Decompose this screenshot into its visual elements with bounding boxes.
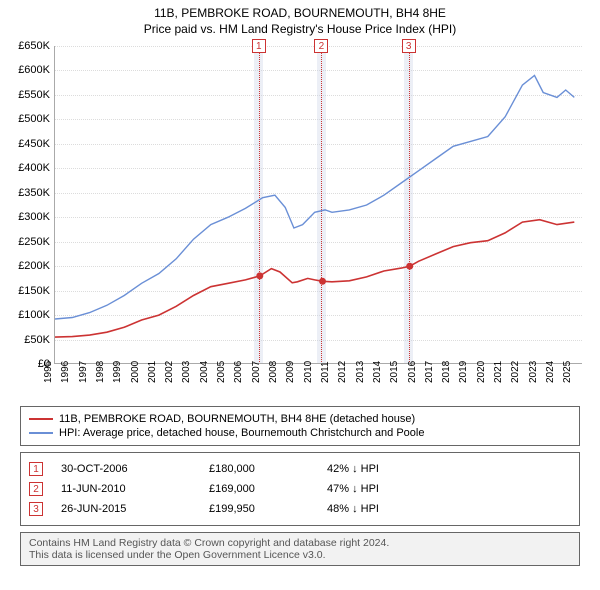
sale-delta: 48% ↓ HPI (327, 503, 571, 515)
sale-row-badge: 3 (29, 502, 43, 516)
y-tick-label: £650K (18, 40, 50, 52)
x-tick-label: 2001 (147, 361, 158, 383)
sale-delta: 42% ↓ HPI (327, 463, 571, 475)
legend: 11B, PEMBROKE ROAD, BOURNEMOUTH, BH4 8HE… (20, 406, 580, 446)
plot-area (54, 46, 582, 364)
x-tick-label: 2017 (424, 361, 435, 383)
sale-row: 1 30-OCT-2006 £180,000 42% ↓ HPI (29, 459, 571, 479)
chart-area: £0£50K£100K£150K£200K£250K£300K£350K£400… (10, 40, 590, 400)
y-tick-label: £150K (18, 285, 50, 297)
chart-container: 11B, PEMBROKE ROAD, BOURNEMOUTH, BH4 8HE… (0, 0, 600, 590)
x-tick-label: 2005 (216, 361, 227, 383)
sale-price: £199,950 (209, 503, 309, 515)
sale-delta: 47% ↓ HPI (327, 483, 571, 495)
x-tick-label: 2015 (389, 361, 400, 383)
x-tick-label: 2016 (406, 361, 417, 383)
sale-price: £180,000 (209, 463, 309, 475)
x-tick-label: 1996 (60, 361, 71, 383)
sale-marker-badge: 2 (314, 39, 328, 53)
y-tick-label: £100K (18, 309, 50, 321)
y-tick-label: £500K (18, 113, 50, 125)
x-tick-label: 2012 (337, 361, 348, 383)
sale-date: 26-JUN-2015 (61, 503, 191, 515)
sale-price: £169,000 (209, 483, 309, 495)
y-tick-label: £350K (18, 187, 50, 199)
x-tick-label: 2007 (251, 361, 262, 383)
x-tick-label: 2020 (476, 361, 487, 383)
title-block: 11B, PEMBROKE ROAD, BOURNEMOUTH, BH4 8HE… (0, 0, 600, 40)
legend-row: 11B, PEMBROKE ROAD, BOURNEMOUTH, BH4 8HE… (29, 412, 571, 426)
y-tick-label: £200K (18, 260, 50, 272)
x-tick-label: 2009 (285, 361, 296, 383)
y-tick-label: £600K (18, 64, 50, 76)
legend-swatch (29, 432, 53, 434)
footer-line2: This data is licensed under the Open Gov… (29, 549, 571, 561)
sale-date: 30-OCT-2006 (61, 463, 191, 475)
x-tick-label: 2002 (164, 361, 175, 383)
plot-svg (55, 46, 583, 364)
sale-marker-badge: 1 (252, 39, 266, 53)
x-tick-label: 2025 (562, 361, 573, 383)
x-tick-label: 2008 (268, 361, 279, 383)
x-tick-label: 2000 (129, 361, 140, 383)
sale-date: 11-JUN-2010 (61, 483, 191, 495)
x-tick-label: 2010 (303, 361, 314, 383)
y-tick-label: £300K (18, 211, 50, 223)
x-tick-label: 2019 (458, 361, 469, 383)
sale-point-marker (406, 263, 413, 270)
x-tick-label: 2014 (372, 361, 383, 383)
y-tick-label: £250K (18, 236, 50, 248)
y-tick-label: £400K (18, 162, 50, 174)
sale-marker-badge: 3 (402, 39, 416, 53)
x-tick-label: 1997 (77, 361, 88, 383)
footer-attribution: Contains HM Land Registry data © Crown c… (20, 532, 580, 566)
sale-row: 2 11-JUN-2010 £169,000 47% ↓ HPI (29, 479, 571, 499)
legend-label: HPI: Average price, detached house, Bour… (59, 427, 424, 439)
sale-point-marker (319, 278, 326, 285)
x-tick-label: 2023 (528, 361, 539, 383)
legend-swatch (29, 418, 53, 420)
x-tick-label: 2003 (181, 361, 192, 383)
series-line-paid (55, 220, 574, 337)
legend-label: 11B, PEMBROKE ROAD, BOURNEMOUTH, BH4 8HE… (59, 413, 415, 425)
x-tick-label: 2018 (441, 361, 452, 383)
footer-line1: Contains HM Land Registry data © Crown c… (29, 537, 571, 549)
sales-table: 1 30-OCT-2006 £180,000 42% ↓ HPI 2 11-JUN-201… (20, 452, 580, 526)
sale-row-badge: 1 (29, 462, 43, 476)
sale-point-marker (256, 272, 263, 279)
legend-row: HPI: Average price, detached house, Bour… (29, 426, 571, 440)
x-tick-label: 2024 (545, 361, 556, 383)
x-tick-label: 2004 (199, 361, 210, 383)
chart-title: 11B, PEMBROKE ROAD, BOURNEMOUTH, BH4 8HE (0, 6, 600, 20)
x-tick-label: 2021 (493, 361, 504, 383)
x-tick-label: 1999 (112, 361, 123, 383)
series-line-hpi (55, 75, 574, 319)
x-tick-label: 2013 (354, 361, 365, 383)
sale-row: 3 26-JUN-2015 £199,950 48% ↓ HPI (29, 499, 571, 519)
y-tick-label: £550K (18, 89, 50, 101)
y-tick-label: £450K (18, 138, 50, 150)
x-tick-label: 1995 (43, 361, 54, 383)
x-tick-label: 2011 (320, 361, 331, 383)
y-tick-label: £50K (24, 334, 50, 346)
x-tick-label: 2022 (510, 361, 521, 383)
x-tick-label: 1998 (95, 361, 106, 383)
sale-row-badge: 2 (29, 482, 43, 496)
chart-subtitle: Price paid vs. HM Land Registry's House … (0, 22, 600, 36)
x-tick-label: 2006 (233, 361, 244, 383)
